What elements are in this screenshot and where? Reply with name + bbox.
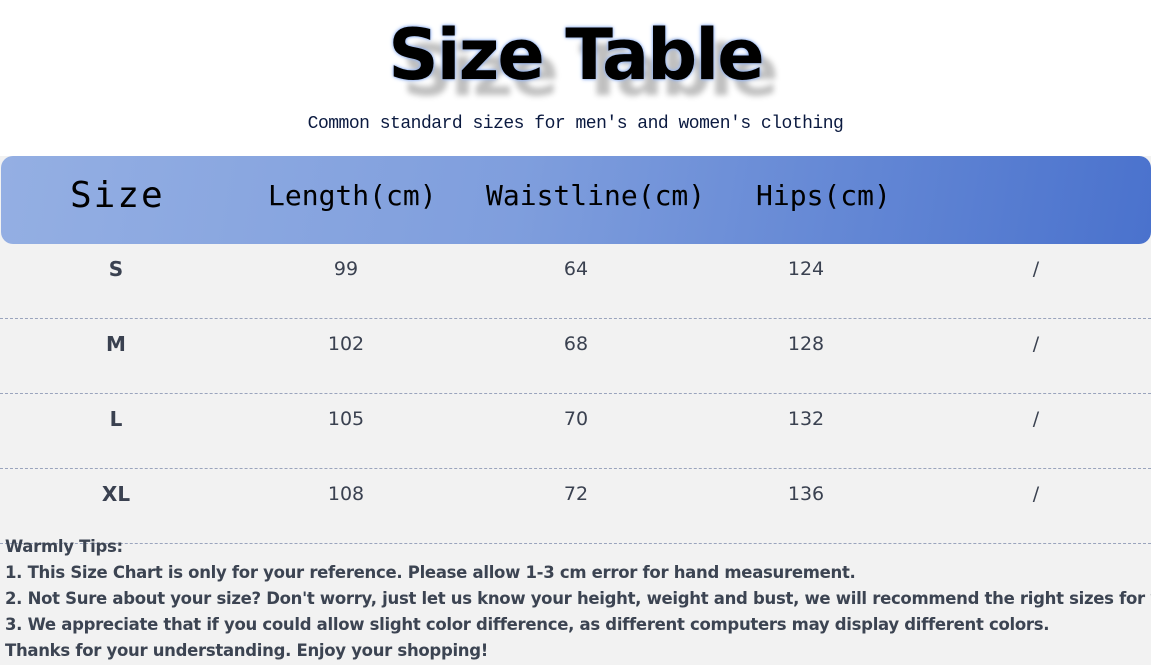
column-header-waistline: Waistline(cm) — [486, 179, 706, 212]
table-cell: 124 — [787, 258, 825, 280]
column-header-hips: Hips(cm) — [756, 179, 891, 212]
tip-line: 1. This Size Chart is only for your refe… — [5, 563, 856, 582]
table-row: XL 108 72 136 / — [0, 469, 1151, 544]
table-cell: / — [1032, 483, 1040, 505]
table-cell: 99 — [333, 258, 359, 280]
column-header-size: Size — [70, 175, 165, 216]
table-cell: 132 — [787, 408, 825, 430]
table-cell: 70 — [563, 408, 589, 430]
table-row: M 102 68 128 / — [0, 319, 1151, 394]
tips-section: Warmly Tips: 1. This Size Chart is only … — [5, 534, 1151, 664]
size-cell: S — [108, 257, 124, 281]
page-subtitle: Common standard sizes for men's and wome… — [307, 114, 844, 134]
table-cell: 64 — [563, 258, 589, 280]
tip-line: 2. Not Sure about your size? Don't worry… — [5, 589, 1151, 608]
table-cell: 128 — [787, 333, 825, 355]
tips-heading: Warmly Tips: — [5, 537, 123, 556]
table-cell: 136 — [787, 483, 825, 505]
size-cell: XL — [101, 482, 131, 506]
table-cell: 72 — [563, 483, 589, 505]
table-cell: 108 — [327, 483, 365, 505]
size-cell: L — [109, 407, 123, 431]
table-cell: / — [1032, 408, 1040, 430]
table-cell: 105 — [327, 408, 365, 430]
table-cell: / — [1032, 258, 1040, 280]
table-cell: 102 — [327, 333, 365, 355]
table-header: Size Length(cm) Waistline(cm) Hips(cm) — [1, 156, 1151, 244]
table-cell: / — [1032, 333, 1040, 355]
tip-line: 3. We appreciate that if you could allow… — [5, 615, 1050, 634]
title-area: Size Table Common standard sizes for men… — [0, 0, 1151, 156]
size-cell: M — [106, 332, 126, 356]
column-header-length: Length(cm) — [268, 179, 437, 212]
page-title: Size Table — [388, 14, 765, 96]
table-row: S 99 64 124 / — [0, 244, 1151, 319]
tip-line: Thanks for your understanding. Enjoy you… — [5, 641, 488, 660]
table-cell: 68 — [563, 333, 589, 355]
table-row: L 105 70 132 / — [0, 394, 1151, 469]
